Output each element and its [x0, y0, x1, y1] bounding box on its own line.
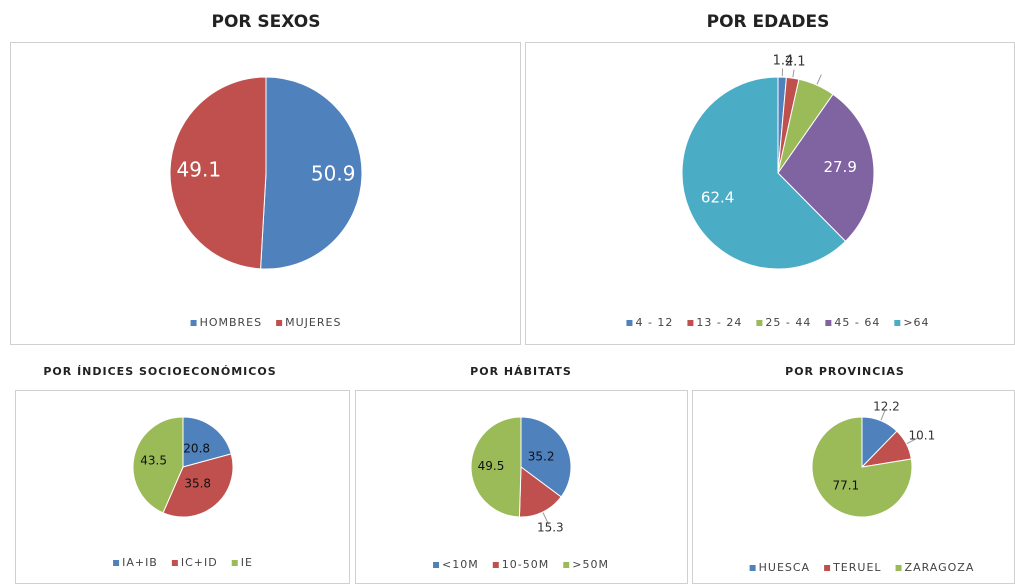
legend-swatch [433, 562, 439, 568]
legend-label: 4 - 12 [635, 316, 673, 329]
legend-label: 13 - 24 [696, 316, 742, 329]
data-label: 27.9 [823, 158, 856, 176]
legend-label: IA+IB [122, 556, 158, 569]
legend-label: TERUEL [832, 561, 881, 574]
data-label: 77.1 [832, 479, 859, 493]
legend-label: 10-50M [502, 558, 549, 571]
legend-label: <10M [442, 558, 479, 571]
legend-swatch [113, 560, 119, 566]
legend-swatch [172, 560, 178, 566]
chart-title: POR SEXOS [212, 12, 321, 32]
legend-swatch [756, 320, 762, 326]
data-label: 20.8 [183, 442, 210, 456]
legend-swatch [232, 560, 238, 566]
legend-label: 45 - 64 [834, 316, 880, 329]
data-label: 62.4 [701, 188, 734, 206]
legend-label: >64 [903, 316, 929, 329]
legend-swatch [894, 320, 900, 326]
legend-swatch [276, 320, 282, 326]
legend-label: ZARAGOZA [905, 561, 975, 574]
data-label: 49.1 [177, 158, 222, 182]
data-label: 2.1 [785, 55, 806, 70]
chart-title: POR PROVINCIAS [785, 365, 905, 378]
legend: HUESCA TERUEL ZARAGOZA [750, 561, 975, 574]
chart-title: POR EDADES [707, 12, 830, 32]
legend-swatch [191, 320, 197, 326]
legend-swatch [750, 565, 756, 571]
legend-label: HUESCA [759, 561, 810, 574]
legend-label: MUJERES [285, 316, 341, 329]
legend-label: HOMBRES [200, 316, 263, 329]
data-label: 35.2 [528, 449, 555, 463]
chart-title: POR ÍNDICES SOCIOECONÓMICOS [43, 365, 276, 378]
legend-swatch [825, 320, 831, 326]
legend-swatch [824, 565, 830, 571]
legend-label: IC+ID [181, 556, 218, 569]
legend: <10M 10-50M >50M [433, 558, 609, 571]
chart-title: POR HÁBITATS [470, 365, 572, 378]
data-label: 50.9 [311, 161, 356, 185]
legend-label: 25 - 44 [765, 316, 811, 329]
legend-label: IE [241, 556, 253, 569]
data-label: 12.2 [873, 399, 900, 413]
legend-swatch [687, 320, 693, 326]
data-label: 35.8 [184, 477, 211, 491]
legend-swatch [626, 320, 632, 326]
data-label: 15.3 [537, 520, 564, 534]
legend-swatch [563, 562, 569, 568]
legend-label: >50M [572, 558, 609, 571]
data-label: 10.1 [909, 428, 936, 442]
legend-swatch [896, 565, 902, 571]
data-label: 43.5 [140, 453, 167, 467]
data-label: 49.5 [478, 459, 505, 473]
legend-swatch [493, 562, 499, 568]
